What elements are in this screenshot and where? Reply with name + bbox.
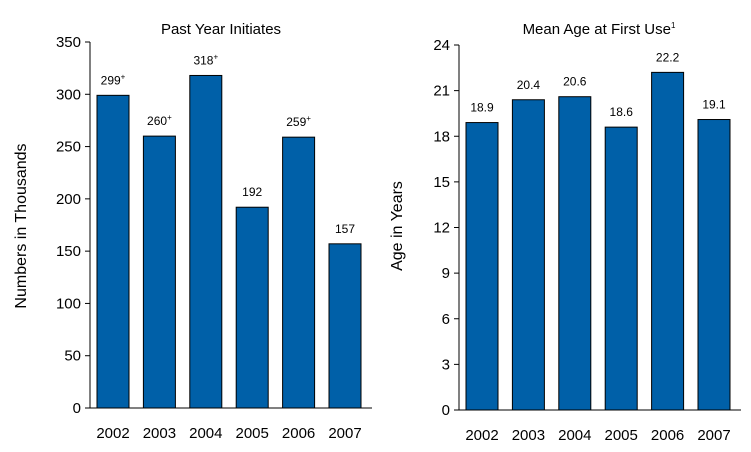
data-label: 259+: [286, 114, 311, 129]
data-label-value: 259: [286, 115, 306, 129]
category-label: 2002: [465, 427, 498, 444]
data-label-value: 22.2: [656, 50, 680, 64]
significance-mark: +: [167, 113, 172, 122]
y-tick-label: 350: [56, 34, 81, 51]
y-tick-label: 24: [433, 37, 450, 54]
bar-2002: [465, 122, 499, 411]
bar-2004: [189, 74, 223, 409]
bar-2006: [651, 71, 685, 411]
data-label-value: 20.4: [517, 78, 541, 92]
past-year-initiates-chart: Past Year Initiates Numbers in Thousands…: [13, 21, 372, 442]
data-label-value: 20.6: [563, 75, 587, 89]
bar-2005: [604, 126, 638, 411]
y-axis-label: Numbers in Thousands: [13, 143, 30, 308]
data-label: 22.2: [656, 50, 680, 64]
data-label: 18.9: [470, 101, 494, 115]
chart-title: Mean Age at First Use1: [523, 21, 676, 38]
y-tick-label: 0: [73, 400, 81, 417]
significance-mark: +: [213, 52, 218, 61]
data-label-value: 318: [193, 53, 213, 67]
bar-2003: [511, 99, 545, 411]
y-tick-label: 6: [442, 311, 450, 328]
data-label: 318+: [193, 52, 218, 67]
y-tick-label: 15: [433, 174, 450, 191]
data-label-value: 299: [101, 73, 121, 87]
mean-age-at-first-use-chart: Mean Age at First Use1 Age in Years 0 3 6 9…: [389, 21, 741, 444]
y-tick-label: 300: [56, 86, 81, 103]
data-label: 157: [335, 222, 355, 236]
data-label: 19.1: [702, 98, 726, 112]
y-tick-label: 150: [56, 243, 81, 260]
category-label: 2007: [697, 427, 730, 444]
data-label: 20.4: [517, 78, 541, 92]
bars: [465, 71, 731, 411]
y-tick-label: 9: [442, 265, 450, 282]
bar-2006: [282, 136, 316, 409]
category-labels: 2002 2003 2004 2005 2006 2007: [465, 427, 730, 444]
data-label-value: 18.9: [470, 101, 494, 115]
category-label: 2004: [189, 425, 222, 442]
category-labels: 2002 2003 2004 2005 2006 2007: [96, 425, 361, 442]
bar-2005: [235, 206, 269, 409]
y-tick-label: 3: [442, 356, 450, 373]
data-label-value: 192: [242, 185, 262, 199]
chart-title: Past Year Initiates: [161, 21, 281, 38]
category-label: 2005: [236, 425, 269, 442]
bar-2007: [697, 119, 731, 411]
y-axis-label: Age in Years: [389, 181, 406, 271]
y-tick-label: 50: [64, 348, 81, 365]
y-tick-label: 100: [56, 295, 81, 312]
data-label-value: 18.6: [610, 105, 634, 119]
bar-2007: [328, 243, 362, 409]
category-label: 2003: [143, 425, 176, 442]
category-label: 2006: [282, 425, 315, 442]
y-tick-label: 21: [433, 83, 450, 100]
data-label: 20.6: [563, 75, 587, 89]
category-label: 2004: [558, 427, 591, 444]
y-ticks: 0 3 6 9 12 15 18 21 24: [433, 37, 459, 419]
category-label: 2005: [605, 427, 638, 444]
bars: [96, 74, 362, 409]
data-label-value: 260: [147, 114, 167, 128]
data-label: 18.6: [610, 105, 634, 119]
bar-2004: [558, 96, 592, 411]
category-label: 2007: [328, 425, 361, 442]
y-tick-label: 200: [56, 191, 81, 208]
data-labels: 18.9 20.4 20.6 18.6 22.2 19.1: [470, 50, 726, 119]
category-label: 2006: [651, 427, 684, 444]
y-tick-label: 12: [433, 220, 450, 237]
category-label: 2003: [512, 427, 545, 444]
y-tick-label: 0: [442, 402, 450, 419]
y-ticks: 0 50 100 150 200 250 300 350: [56, 34, 90, 417]
significance-mark: +: [121, 72, 126, 81]
y-tick-label: 250: [56, 139, 81, 156]
y-tick-label: 18: [433, 128, 450, 145]
bar-2002: [96, 94, 130, 409]
data-label: 192: [242, 185, 262, 199]
category-label: 2002: [96, 425, 129, 442]
bar-2003: [142, 135, 176, 409]
significance-mark: +: [306, 114, 311, 123]
data-label: 260+: [147, 113, 172, 128]
data-label-value: 19.1: [702, 98, 726, 112]
data-label: 299+: [101, 72, 126, 87]
data-label-value: 157: [335, 222, 355, 236]
